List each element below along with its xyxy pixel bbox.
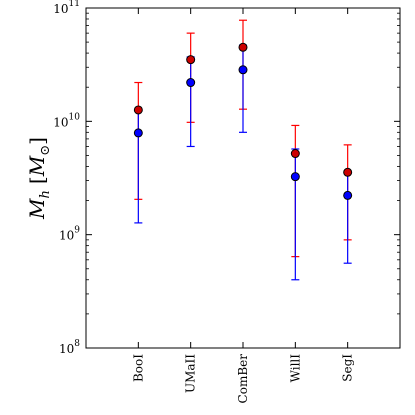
y-tick-label: 1011 <box>53 0 80 16</box>
y-axis-label-inner: M <box>25 155 49 177</box>
x-tick-label: SegI <box>341 354 355 382</box>
y-axis-label-bracket-open: [ <box>25 176 49 184</box>
y-tick-label-exponent: 8 <box>74 339 80 349</box>
data-point-series-0 <box>290 149 300 159</box>
error-bars <box>134 19 352 281</box>
y-tick-label-exponent: 10 <box>69 112 81 122</box>
x-tick-label: UMaII <box>184 354 198 393</box>
y-tick-label-base: 10 <box>53 2 68 16</box>
data-point-series-1 <box>186 78 196 88</box>
y-tick-label: 109 <box>59 226 80 243</box>
data-point-series-1 <box>343 190 353 200</box>
data-point-series-1 <box>290 172 300 182</box>
y-axis-label: Mh[M⊙] <box>25 137 53 220</box>
data-point-series-1 <box>133 128 143 138</box>
y-tick-label-base: 10 <box>59 229 74 243</box>
y-tick-label: 108 <box>59 339 80 356</box>
data-point-series-0 <box>133 105 143 115</box>
data-point-series-0 <box>238 42 248 52</box>
y-tick-label-base: 10 <box>59 342 74 356</box>
x-tick-label: ComBer <box>236 354 250 404</box>
data-point-series-0 <box>186 55 196 65</box>
data-point-series-0 <box>343 167 353 177</box>
y-axis-label-bracket-close: ] <box>25 137 49 145</box>
y-tick-label-exponent: 11 <box>69 0 80 9</box>
y-tick-label-base: 10 <box>53 115 68 129</box>
y-axis-label-inner-sub: ⊙ <box>38 145 53 156</box>
y-tick-label-exponent: 9 <box>74 226 80 236</box>
y-axis-label-main: M <box>25 198 49 220</box>
x-tick-label: BooI <box>131 354 145 382</box>
data-points <box>133 42 353 200</box>
data-point-series-1 <box>238 65 248 75</box>
x-tick-label: WillI <box>288 354 302 383</box>
y-axis-label-sub: h <box>38 190 53 198</box>
y-tick-label: 1010 <box>53 112 80 129</box>
x-axis: BooI UMaII ComBer WillI SegI <box>131 8 355 404</box>
